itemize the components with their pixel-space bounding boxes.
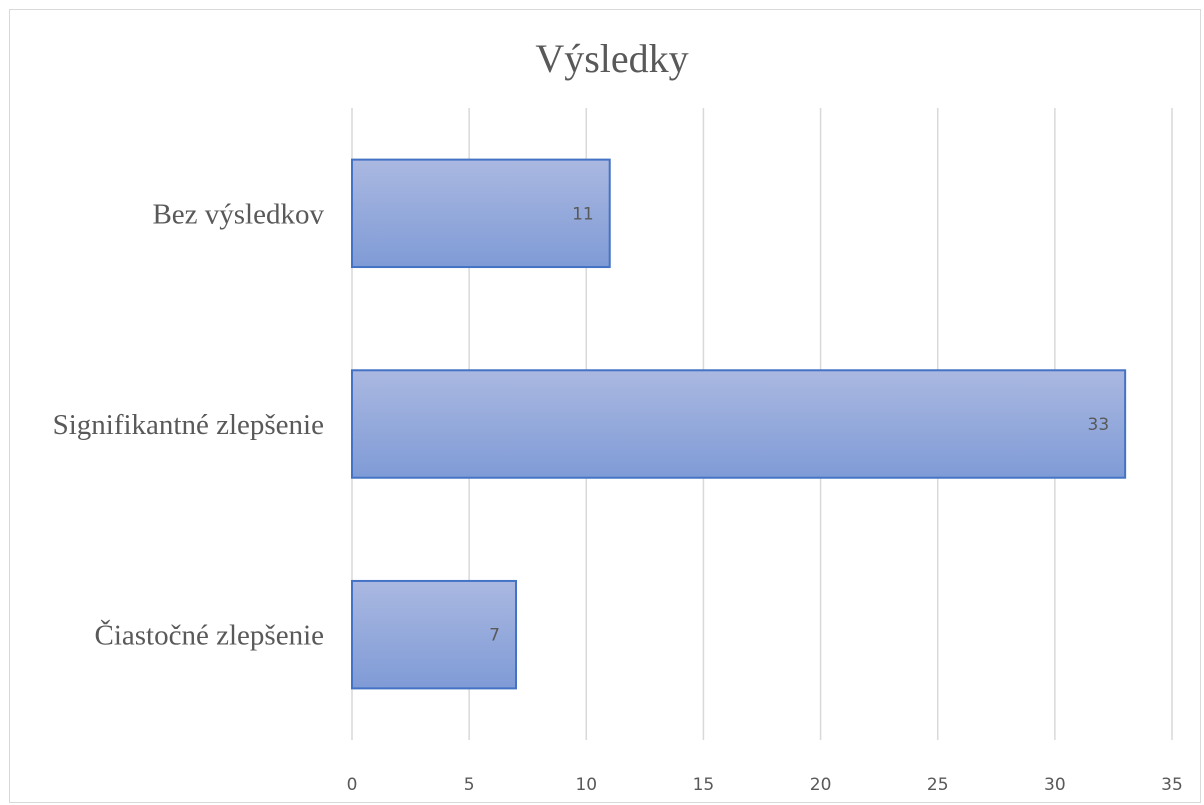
category-label: Čiastočné zlepšenie	[95, 619, 325, 652]
bar-3	[351, 579, 517, 690]
category-label: Bez výsledkov	[152, 198, 324, 230]
data-label: 7	[489, 626, 500, 646]
x-tick-label: 30	[1044, 775, 1066, 795]
chart-title: Výsledky	[535, 36, 688, 81]
x-tick-label: 20	[810, 775, 832, 795]
x-tick-label: 10	[575, 775, 597, 795]
x-tick-label: 25	[927, 775, 949, 795]
labels: 0 5 10 15 20 25 30 35 Bez výsledkov 11 Signifikant…	[53, 198, 1183, 795]
x-tick-label: 15	[693, 775, 715, 795]
data-label: 33	[1088, 415, 1110, 435]
bar-1	[351, 158, 611, 269]
data-label: 11	[572, 204, 594, 224]
x-tick-label: 0	[347, 775, 358, 795]
bars	[351, 158, 1127, 690]
bar-2	[351, 369, 1127, 479]
x-tick-label: 35	[1161, 775, 1183, 795]
x-tick-label: 5	[464, 775, 475, 795]
category-label: Signifikantné zlepšenie	[53, 409, 324, 441]
